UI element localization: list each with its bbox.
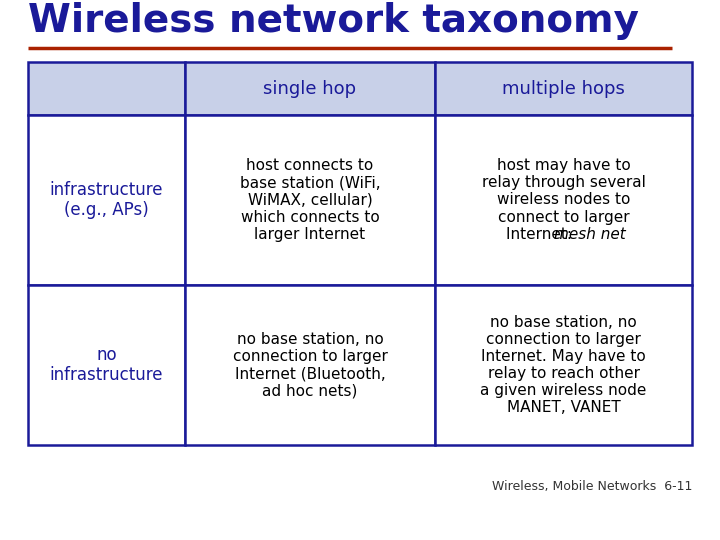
Text: no
infrastructure: no infrastructure bbox=[50, 346, 163, 384]
Text: Wireless, Mobile Networks  6-11: Wireless, Mobile Networks 6-11 bbox=[492, 480, 692, 493]
Bar bbox=[185, 115, 435, 285]
Text: which connects to: which connects to bbox=[240, 210, 379, 225]
Text: wireless nodes to: wireless nodes to bbox=[497, 192, 630, 207]
Text: relay to reach other: relay to reach other bbox=[487, 366, 639, 381]
Bar bbox=[28, 285, 185, 445]
Text: multiple hops: multiple hops bbox=[502, 79, 625, 98]
Text: Internet (Bluetooth,: Internet (Bluetooth, bbox=[235, 366, 385, 381]
Text: connection to larger: connection to larger bbox=[233, 349, 387, 364]
Bar bbox=[28, 115, 185, 285]
Text: Wireless network taxonomy: Wireless network taxonomy bbox=[28, 2, 639, 40]
Text: larger Internet: larger Internet bbox=[254, 227, 366, 241]
Bar bbox=[435, 115, 692, 285]
Text: base station (WiFi,: base station (WiFi, bbox=[240, 176, 380, 191]
Text: a given wireless node: a given wireless node bbox=[480, 383, 647, 398]
Text: single hop: single hop bbox=[264, 79, 356, 98]
Bar bbox=[185, 285, 435, 445]
Text: mesh net: mesh net bbox=[554, 227, 626, 241]
Text: connect to larger: connect to larger bbox=[498, 210, 629, 225]
Text: WiMAX, cellular): WiMAX, cellular) bbox=[248, 192, 372, 207]
Text: relay through several: relay through several bbox=[482, 176, 645, 191]
Text: host connects to: host connects to bbox=[246, 158, 374, 173]
Bar bbox=[28, 62, 185, 115]
Text: Internet:: Internet: bbox=[506, 227, 577, 241]
Text: host may have to: host may have to bbox=[497, 158, 631, 173]
Text: Internet. May have to: Internet. May have to bbox=[481, 349, 646, 364]
Text: ad hoc nets): ad hoc nets) bbox=[262, 383, 358, 398]
Text: no base station, no: no base station, no bbox=[237, 332, 383, 347]
Bar bbox=[185, 62, 435, 115]
Text: no base station, no: no base station, no bbox=[490, 315, 637, 330]
Text: infrastructure
(e.g., APs): infrastructure (e.g., APs) bbox=[50, 180, 163, 219]
Bar bbox=[435, 62, 692, 115]
Text: MANET, VANET: MANET, VANET bbox=[507, 400, 621, 415]
Bar bbox=[435, 285, 692, 445]
Text: connection to larger: connection to larger bbox=[486, 332, 641, 347]
